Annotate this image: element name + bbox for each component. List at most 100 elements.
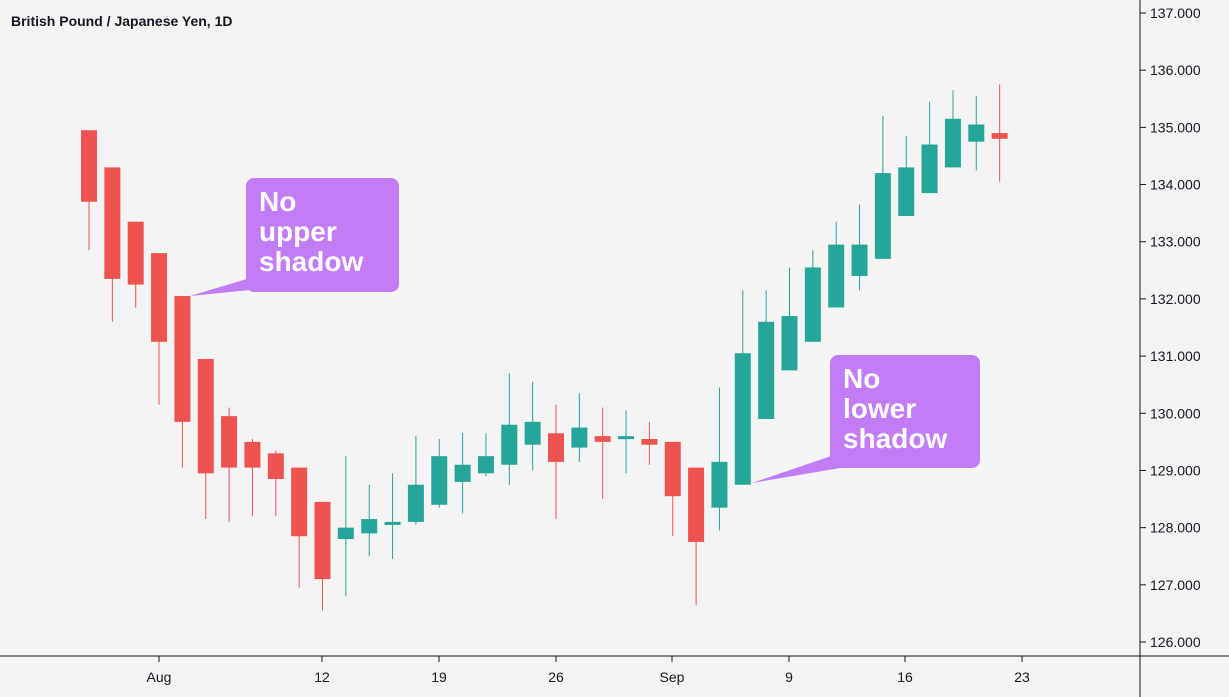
candle-body [711,461,728,508]
candle [641,421,658,465]
y-tick-label: 127.000 [1150,577,1201,593]
candle-body [571,427,588,448]
candle-body [104,167,121,279]
candle [407,436,424,525]
candle-body [221,416,238,468]
candle-body [501,424,518,465]
callout-text: No lower shadow [843,363,947,454]
candle-body [267,453,284,480]
candle-body [781,316,798,371]
candle-body [244,441,261,468]
candle [291,467,308,588]
x-tick-label: 19 [431,669,447,685]
candle [337,456,354,597]
callout-line: No [259,186,296,217]
candle [244,439,261,517]
candle-body [874,173,891,259]
candle [501,373,518,485]
callout-line: No [843,363,880,394]
candle-body [944,118,961,168]
candle [454,433,471,514]
callout-line: upper [259,216,337,247]
y-tick-label: 133.000 [1150,234,1201,250]
y-tick-label: 132.000 [1150,291,1201,307]
candle-body [361,519,378,534]
x-tick-label: 12 [314,669,330,685]
chart-title: British Pound / Japanese Yen, 1D [11,13,232,29]
candle-body [968,124,985,142]
candle [828,221,845,308]
x-tick-label: 23 [1014,669,1030,685]
candle [688,467,705,605]
y-tick-label: 128.000 [1150,520,1201,536]
y-tick-label: 131.000 [1150,348,1201,364]
candle [267,450,284,517]
candle [781,267,798,371]
y-tick-label: 130.000 [1150,405,1201,421]
candle-body [384,521,401,525]
candle [361,484,378,557]
candle [851,204,868,291]
callout-pointer [752,455,852,483]
candle [921,101,938,194]
candle [571,393,588,462]
price-axis: 126.000 127.000 128.000 129.000 130.000 131.0… [1140,5,1201,650]
candle-body [524,421,541,445]
candle-body [851,244,868,277]
candle [664,441,681,537]
callout-line: lower [843,393,916,424]
candle-body [618,436,635,440]
candle-body [174,296,191,422]
candle-body [921,144,938,194]
candle-body [641,439,658,445]
candle [81,130,97,251]
y-tick-label: 136.000 [1150,62,1201,78]
candle [174,296,191,468]
candle [197,358,214,520]
candle [874,115,891,259]
y-tick-label: 126.000 [1150,634,1201,650]
time-axis: Aug 12 19 26 Sep 9 16 23 [147,656,1030,685]
candle [548,404,564,520]
candle [711,387,728,531]
candle [127,221,144,308]
candle [524,381,541,471]
candle-body [127,221,144,285]
candle-body [828,244,845,308]
callout-text: No upper shadow [259,186,363,277]
callout-line: shadow [259,246,363,277]
candle [384,473,401,560]
callout-box [830,355,980,468]
candle [734,290,751,485]
candle [104,167,121,322]
candle-body [804,267,821,342]
candle [991,84,1008,182]
candle-body [151,253,168,342]
x-tick-label: 9 [785,669,793,685]
x-tick-label: Aug [147,669,172,685]
y-tick-label: 134.000 [1150,177,1201,193]
callout-box [246,178,399,292]
candle [944,90,961,168]
candle [804,250,821,342]
candle [594,407,611,500]
y-tick-label: 129.000 [1150,462,1201,478]
candle [968,95,985,171]
candle-body [758,321,775,419]
callout: No lower shadow [752,355,980,483]
candle-body [898,167,915,216]
candle-body [337,527,354,540]
candle-body [291,467,308,537]
candle [221,407,238,522]
candle [151,253,168,405]
candle-body [664,441,681,497]
candle-body [314,501,331,580]
y-tick-label: 135.000 [1150,119,1201,135]
candle [314,501,331,611]
callout: No upper shadow [190,178,399,296]
y-tick-label: 137.000 [1150,5,1201,21]
